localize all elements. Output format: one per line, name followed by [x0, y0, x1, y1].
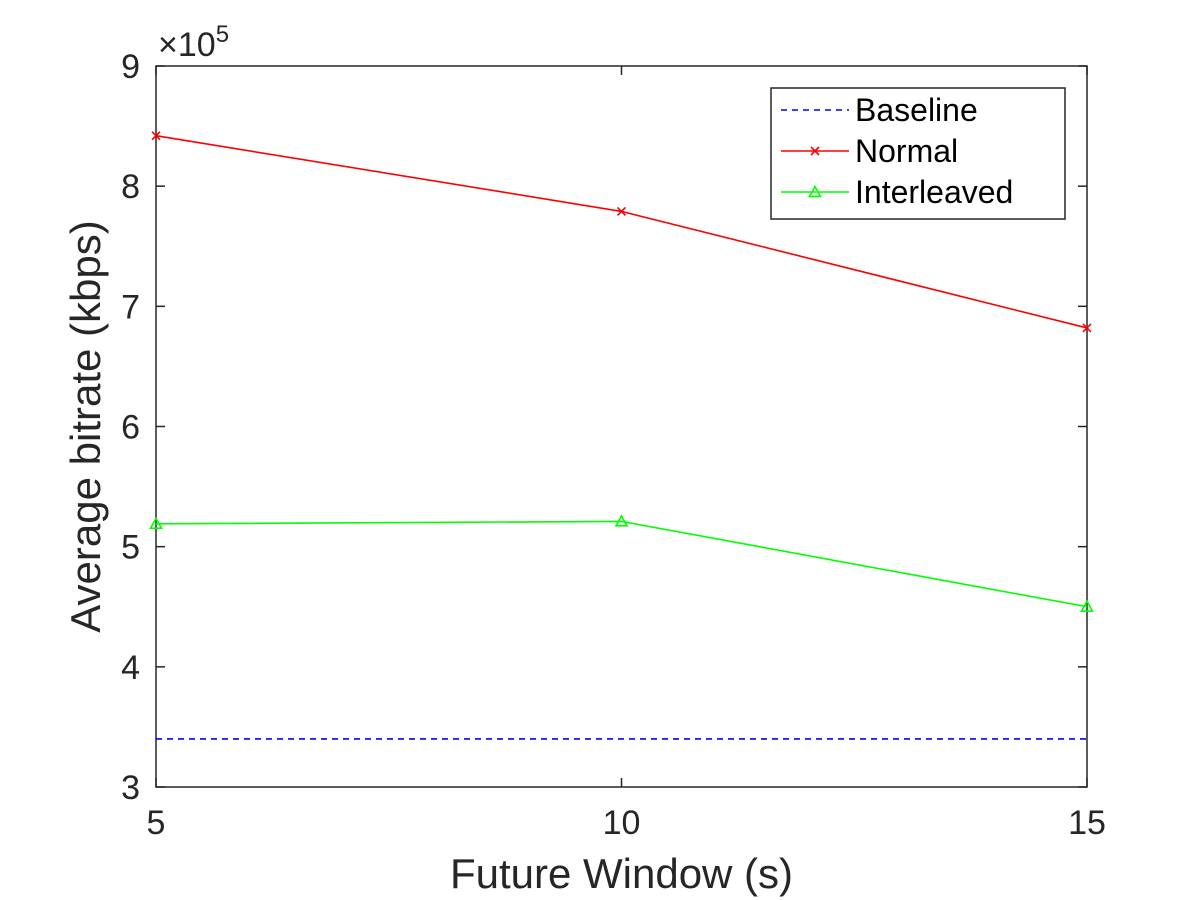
legend-label-interleaved: Interleaved: [855, 174, 1013, 210]
y-axis-label: Average bitrate (kbps): [62, 220, 109, 632]
data-point-normal: [151, 131, 161, 141]
legend: Baseline Normal Interleaved: [770, 87, 1066, 220]
data-point-interleaved: [614, 514, 629, 527]
x-axis-label: Future Window (s): [450, 850, 793, 897]
y-axis-exponent: ×105: [158, 21, 229, 64]
legend-marker-interleaved: [808, 184, 822, 198]
tick-labels: 3 4 5 6 7 8 9 5 10 15: [121, 48, 1106, 842]
y-tick-label: 5: [121, 529, 140, 567]
data-point-normal: [616, 206, 627, 216]
x-tick-label: 15: [1068, 804, 1106, 842]
y-tick-label: 7: [121, 288, 140, 326]
legend-marker-normal: [810, 146, 820, 156]
y-tick-label: 9: [121, 48, 140, 86]
exponent-power: 5: [216, 21, 229, 48]
exponent-base: 10: [178, 26, 216, 64]
y-tick-label: 6: [121, 409, 140, 447]
data-point-interleaved: [1080, 599, 1094, 612]
exponent-prefix: ×: [158, 26, 178, 64]
series-line-interleaved: [155, 520, 1088, 608]
legend-label-baseline: Baseline: [855, 92, 978, 128]
y-tick-label: 8: [121, 168, 140, 206]
y-tick-label: 3: [121, 769, 140, 807]
x-tick-label: 10: [603, 804, 641, 842]
data-point-interleaved: [149, 516, 163, 530]
x-tick-label: 5: [147, 804, 166, 842]
y-tick-label: 4: [121, 649, 140, 687]
data-point-normal: [1082, 323, 1092, 333]
legend-label-normal: Normal: [855, 133, 958, 169]
series-lines: [149, 131, 1094, 740]
